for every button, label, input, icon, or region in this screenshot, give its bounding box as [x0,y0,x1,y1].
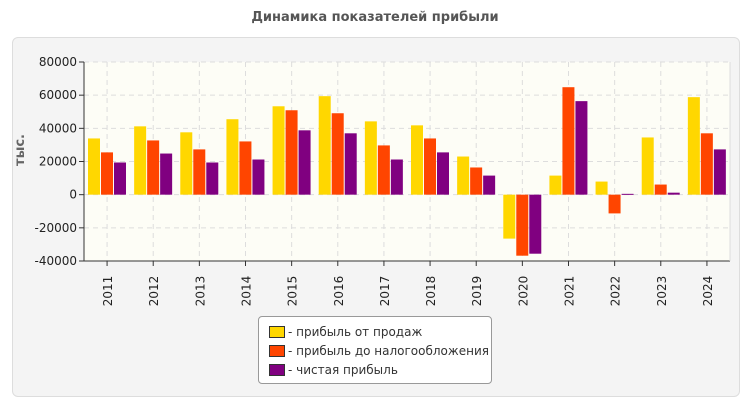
x-tick-label: 2024 [701,276,715,307]
x-tick-label: 2015 [286,276,300,307]
legend-label: - прибыль до налогообложения [288,344,489,358]
legend-item: - прибыль до налогообложения [269,344,489,358]
bar [331,113,344,195]
bar [226,119,239,195]
bar [134,126,147,195]
bar [364,121,377,195]
bar [608,194,621,214]
bar [390,159,403,195]
bar [437,152,449,195]
y-tick-label: 40000 [39,121,77,135]
bar [713,149,726,195]
bar [206,162,219,195]
legend-label: - чистая прибыль [288,363,398,377]
y-tick-label: 80000 [39,55,77,69]
x-tick-label: 2022 [609,276,623,307]
bar [667,192,680,195]
chart-title: Динамика показателей прибыли [251,10,499,25]
y-tick-label: 0 [69,188,77,202]
y-tick-label: -40000 [34,254,77,268]
x-tick-label: 2016 [332,276,346,307]
bar [549,175,562,195]
x-tick-label: 2013 [193,276,207,307]
bar [641,137,654,195]
bar [252,159,265,195]
x-tick-label: 2021 [563,276,577,307]
bar [483,175,496,195]
y-tick-label: 60000 [39,88,77,102]
bar [529,194,542,254]
bar [193,149,206,195]
x-tick-label: 2020 [516,276,530,307]
bar [562,87,575,195]
bar [180,132,193,195]
bar [575,101,588,195]
y-axis-label: тыс. [13,134,28,166]
x-tick-label: 2019 [470,276,484,307]
bar [160,153,173,195]
bar [457,156,470,195]
bar [344,133,357,195]
bar [239,141,252,195]
x-tick-label: 2017 [378,276,392,307]
legend-swatch [269,326,285,338]
bar [470,167,483,195]
legend-item: - чистая прибыль [269,363,398,377]
x-tick-label: 2012 [147,276,161,307]
bar [101,152,113,195]
legend-swatch [269,364,285,376]
legend: - прибыль от продаж - прибыль до налогоо… [258,316,492,384]
legend-swatch [269,345,285,357]
bar [595,181,608,195]
bar [700,133,713,195]
legend-item: - прибыль от продаж [269,325,422,339]
bar [285,110,298,195]
bar [516,194,529,256]
bar [298,130,311,195]
bar [424,138,436,195]
bar [621,193,634,195]
bar [318,96,331,195]
legend-label: - прибыль от продаж [288,325,423,339]
x-tick-label: 2011 [101,276,115,307]
x-tick-label: 2014 [240,276,254,307]
bar [88,138,100,195]
bar [654,184,667,195]
x-tick-label: 2018 [424,276,438,307]
bar [272,106,285,195]
bar [411,125,423,195]
bar [687,97,700,195]
x-tick-label: 2023 [655,276,669,307]
y-tick-label: 20000 [39,155,77,169]
bar [147,140,160,195]
y-tick-label: -20000 [34,221,77,235]
bar [377,145,390,195]
bar [114,162,126,195]
bar [503,194,516,239]
